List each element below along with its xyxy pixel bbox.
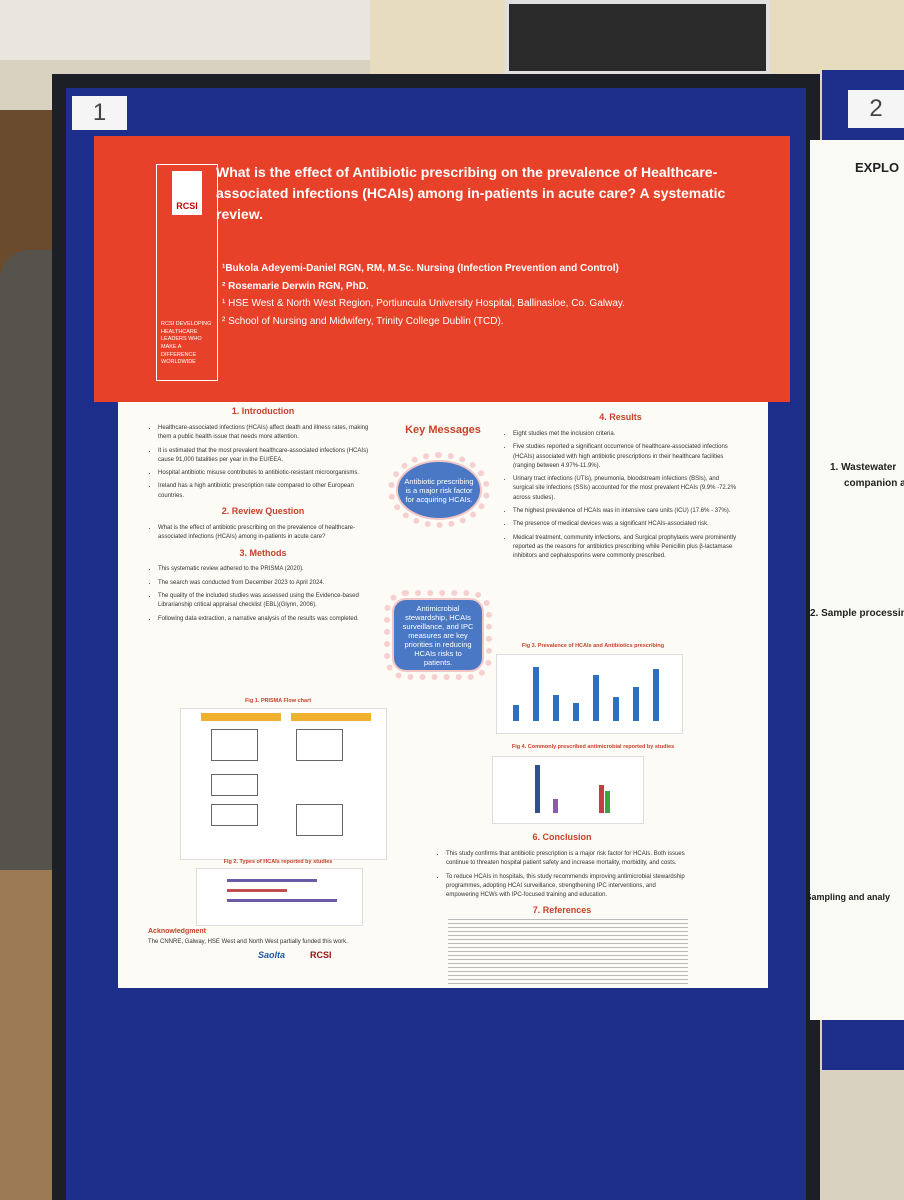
bullet: Medical treatment, community infections,… [513, 534, 738, 562]
wall-picture [505, 0, 770, 75]
bullet: Hospital antibiotic misuse contributes t… [158, 469, 378, 478]
bullet: It is estimated that the most prevalent … [158, 447, 378, 466]
neighbor-number: 2 [848, 90, 904, 128]
logo-panel: RCSI RCSI DEVELOPING HEALTHCARE LEADERS … [156, 164, 218, 381]
title: What is the effect of Antibiotic prescri… [216, 164, 726, 222]
neighbor-title: EXPLO [855, 160, 900, 175]
figure-bar [593, 675, 599, 721]
prisma-chart [180, 708, 387, 860]
acknowledgement-text: The CNNRE, Galway, HSE West and North We… [148, 939, 348, 945]
flow-box [211, 774, 258, 796]
flow-box [296, 804, 343, 836]
figure-bar [605, 791, 610, 813]
sponsor: RCSI [310, 950, 332, 960]
figure-bar [573, 703, 579, 721]
bullet: Healthcare-associated infections (HCAIs)… [158, 424, 378, 443]
bullet: Ireland has a high antibiotic prescripti… [158, 482, 378, 501]
section-heading: 1. Introduction [231, 406, 295, 416]
author: ¹Bukola Adeyemi-Daniel RGN, RM, M.Sc. Nu… [222, 263, 619, 274]
bullet: The presence of medical devices was a si… [513, 520, 738, 529]
right-column: 4. Results Eight studies met the inclusi… [503, 408, 738, 566]
poster-header: RCSI RCSI DEVELOPING HEALTHCARE LEADERS … [94, 136, 790, 402]
bullet: Following data extraction, a narrative a… [158, 615, 378, 624]
acknowledgement-heading: Acknowledgment [148, 928, 206, 935]
figure-bar [533, 667, 539, 721]
figure-bar [653, 669, 659, 721]
sponsor: Saolta [258, 950, 286, 960]
section-heading: 7. References [532, 905, 592, 916]
neighbor-heading: 1. Wastewater [830, 462, 897, 473]
bullet: Urinary tract infections (UTIs), pneumon… [513, 475, 738, 503]
bullet: Five studies reported a significant occu… [513, 443, 738, 471]
bullet: The search was conducted from December 2… [158, 579, 378, 588]
figure-bar [599, 785, 604, 813]
figure-4 [492, 756, 644, 824]
section-heading: 3. Methods [239, 547, 287, 558]
bullet: This systematic review adhered to the PR… [158, 565, 378, 574]
flow-box [296, 729, 343, 761]
figure-bar [613, 697, 619, 721]
figure-bar [513, 705, 519, 721]
figure-caption: Fig 1. PRISMA Flow chart [244, 698, 312, 704]
key-message: Antimicrobial stewardship, HCAIs surveil… [384, 590, 492, 680]
header-text: ¹Bukola Adeyemi-Daniel RGN, RM, M.Sc. Nu… [222, 260, 782, 330]
neighbor-heading: 2. Sample processing [810, 608, 904, 619]
figure-caption: Fig 2. Types of HCAIs reported by studie… [223, 859, 333, 865]
figure-bar [535, 765, 540, 813]
figure-3 [496, 654, 683, 734]
references-text [448, 916, 688, 984]
flow-box [201, 713, 281, 721]
section-heading: 4. Results [599, 412, 642, 422]
logo: RCSI [172, 171, 202, 215]
figure-bar [227, 899, 337, 902]
key-message: Antibiotic prescribing is a major risk f… [388, 452, 490, 528]
flow-box [211, 804, 258, 826]
ceiling [0, 0, 370, 60]
affiliation: ¹ HSE West & North West Region, Portiunc… [222, 298, 625, 309]
figure-2 [196, 868, 363, 926]
figure-caption: Fig 3. Prevalence of HCAIs and Antibioti… [521, 643, 665, 649]
bullet: The quality of the included studies was … [158, 592, 378, 611]
figure-bar [553, 695, 559, 721]
bullet: The highest prevalence of HCAIs was in i… [513, 507, 738, 516]
poster-body: 1. Introduction Healthcare-associated in… [118, 402, 768, 988]
poster-number: 1 [72, 96, 127, 130]
figure-caption: Fig 4. Commonly prescribed antimicrobial… [511, 744, 675, 750]
section-heading: 2. Review Question [221, 506, 305, 517]
section-heading: 6. Conclusion [532, 832, 592, 842]
conclusion: 6. Conclusion This study confirms that a… [436, 828, 688, 923]
author: ² Rosemarie Derwin RGN, PhD. [222, 280, 369, 292]
flow-box [291, 713, 371, 721]
flow-box [211, 729, 258, 761]
neighbor-poster: EXPLO 1. Wastewater companion a 2. Sampl… [810, 140, 904, 1020]
bullet: Eight studies met the inclusion criteria… [513, 430, 738, 439]
neighbor-caption: Figure 1: Sampling and analy [810, 892, 891, 902]
figure-bar [633, 687, 639, 721]
left-column: 1. Introduction Healthcare-associated in… [148, 402, 378, 628]
figure-bar [553, 799, 558, 813]
figure-bar [227, 889, 287, 892]
tagline: RCSI DEVELOPING HEALTHCARE LEADERS WHO M… [161, 321, 212, 366]
neighbor-heading: companion a [844, 478, 904, 489]
bullet: To reduce HCAIs in hospitals, this study… [446, 873, 688, 901]
bullet: This study confirms that antibiotic pres… [446, 850, 688, 869]
bullet: What is the effect of antibiotic prescri… [158, 524, 378, 543]
figure-bar [227, 879, 317, 882]
key-messages-heading: Key Messages [405, 424, 481, 436]
affiliation: ² School of Nursing and Midwifery, Trini… [222, 315, 504, 327]
